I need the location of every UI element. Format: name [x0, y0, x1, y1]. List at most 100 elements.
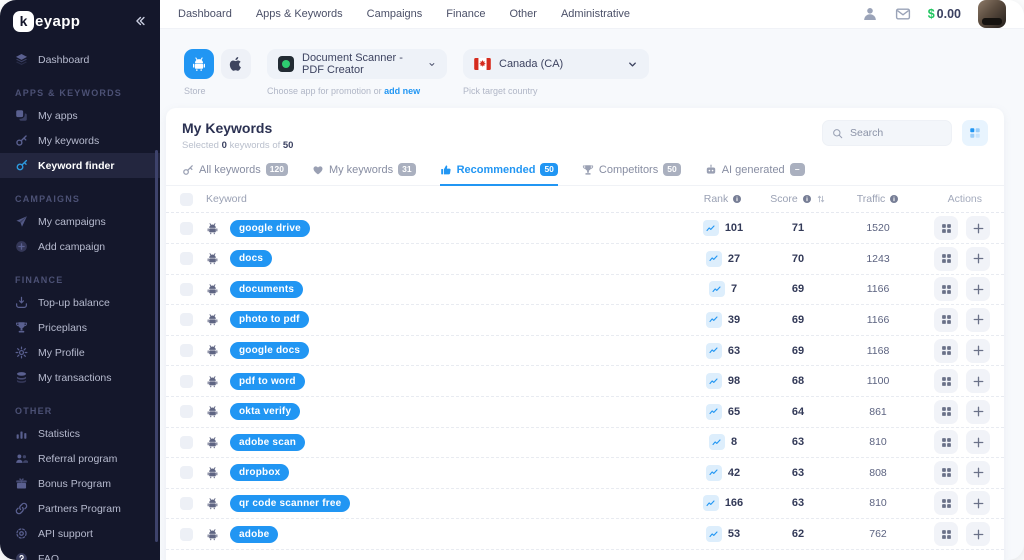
sidebar-item[interactable]: Partners Program — [0, 496, 160, 521]
top-nav-link[interactable]: Apps & Keywords — [255, 8, 343, 20]
keyword-filter-tab[interactable]: All keywords 120 — [182, 163, 288, 186]
row-grid-button[interactable] — [934, 216, 958, 241]
row-add-button[interactable] — [966, 216, 990, 241]
row-checkbox[interactable] — [180, 527, 193, 541]
traffic-column-header[interactable]: Traffic — [830, 193, 926, 205]
rank-history-chart-icon[interactable] — [705, 403, 722, 420]
top-nav-link[interactable]: Dashboard — [178, 8, 232, 20]
sidebar-item[interactable]: My keywords — [0, 128, 160, 153]
rank-history-chart-icon[interactable] — [705, 373, 722, 390]
sidebar-item[interactable]: CAMPAIGNS — [0, 193, 160, 204]
row-grid-button[interactable] — [934, 246, 958, 271]
keyword-pill[interactable]: photo to pdf — [230, 311, 309, 329]
rank-history-chart-icon[interactable] — [705, 464, 722, 481]
search-input[interactable] — [850, 127, 942, 139]
score-column-header[interactable]: Score — [766, 193, 830, 205]
row-grid-button[interactable] — [934, 430, 958, 455]
keyword-pill[interactable]: adobe scan — [230, 433, 306, 451]
rank-history-chart-icon[interactable] — [705, 342, 722, 359]
rank-history-chart-icon[interactable] — [705, 250, 722, 267]
row-add-button[interactable] — [966, 307, 990, 332]
rank-history-chart-icon[interactable] — [702, 495, 719, 512]
sidebar-item[interactable]: API support — [0, 521, 160, 546]
keyword-filter-tab[interactable]: Competitors 50 — [582, 163, 681, 186]
top-nav-link[interactable]: Finance — [446, 8, 486, 20]
row-grid-button[interactable] — [934, 277, 958, 302]
keyword-pill[interactable]: pdf to word — [230, 372, 305, 390]
keyword-pill[interactable]: documents — [230, 280, 304, 298]
row-checkbox[interactable] — [180, 405, 193, 419]
info-icon[interactable] — [732, 194, 742, 204]
rank-history-chart-icon[interactable] — [705, 311, 722, 328]
row-add-button[interactable] — [966, 522, 990, 547]
row-add-button[interactable] — [966, 399, 990, 424]
sidebar-item[interactable]: My transactions — [0, 365, 160, 390]
top-nav-link[interactable]: Other — [509, 8, 537, 20]
android-store-button[interactable] — [184, 49, 214, 79]
keyword-pill[interactable]: adobe — [230, 525, 279, 543]
row-checkbox[interactable] — [180, 435, 193, 449]
sidebar-item[interactable]: APPS & KEYWORDS — [0, 87, 160, 98]
top-nav-link[interactable]: Campaigns — [366, 8, 423, 20]
keyword-pill[interactable]: okta verify — [230, 403, 301, 421]
sidebar-item[interactable]: FINANCE — [0, 274, 160, 285]
keyword-filter-tab[interactable]: Recommended 50 — [439, 163, 558, 187]
country-select-dropdown[interactable]: Canada (CA) — [463, 49, 649, 79]
keyword-pill[interactable]: qr code scanner free — [230, 494, 351, 512]
row-checkbox[interactable] — [180, 282, 193, 296]
keyapp-logo[interactable]: k eyapp — [13, 10, 80, 32]
row-add-button[interactable] — [966, 491, 990, 516]
sidebar-item[interactable]: Keyword finder — [0, 153, 160, 178]
row-grid-button[interactable] — [934, 491, 958, 516]
apple-store-button[interactable] — [221, 49, 251, 79]
keyword-pill[interactable]: google docs — [230, 342, 310, 360]
row-grid-button[interactable] — [934, 369, 958, 394]
row-checkbox[interactable] — [180, 496, 193, 510]
row-checkbox[interactable] — [180, 466, 193, 480]
row-add-button[interactable] — [966, 246, 990, 271]
keyword-filter-tab[interactable]: AI generated – — [705, 163, 805, 186]
keyword-filter-tab[interactable]: My keywords 31 — [312, 163, 416, 186]
rank-history-chart-icon[interactable] — [708, 434, 725, 451]
rank-history-chart-icon[interactable] — [705, 526, 722, 543]
user-avatar[interactable] — [978, 0, 1006, 28]
row-add-button[interactable] — [966, 460, 990, 485]
sidebar-item[interactable]: FAQ — [0, 546, 160, 560]
row-add-button[interactable] — [966, 430, 990, 455]
collapse-sidebar-icon[interactable] — [133, 14, 147, 28]
sidebar-item[interactable]: Add campaign — [0, 234, 160, 259]
row-add-button[interactable] — [966, 338, 990, 363]
row-grid-button[interactable] — [934, 399, 958, 424]
view-layout-button[interactable] — [962, 120, 988, 146]
sidebar-scrollbar[interactable] — [155, 150, 158, 542]
sort-icon[interactable] — [816, 194, 826, 204]
info-icon[interactable] — [889, 194, 899, 204]
sidebar-item[interactable]: OTHER — [0, 405, 160, 416]
user-icon[interactable] — [862, 6, 878, 22]
select-all-checkbox[interactable] — [180, 192, 193, 206]
rank-column-header[interactable]: Rank — [680, 193, 766, 205]
top-nav-link[interactable]: Administrative — [560, 8, 631, 20]
row-checkbox[interactable] — [180, 374, 193, 388]
row-checkbox[interactable] — [180, 344, 193, 358]
rank-history-chart-icon[interactable] — [702, 220, 719, 237]
keyword-pill[interactable]: docs — [230, 250, 273, 268]
row-checkbox[interactable] — [180, 221, 193, 235]
row-grid-button[interactable] — [934, 338, 958, 363]
sidebar-item[interactable]: Dashboard — [0, 47, 160, 72]
sidebar-item[interactable]: Priceplans — [0, 315, 160, 340]
row-grid-button[interactable] — [934, 522, 958, 547]
rank-history-chart-icon[interactable] — [708, 281, 725, 298]
row-add-button[interactable] — [966, 369, 990, 394]
row-grid-button[interactable] — [934, 460, 958, 485]
add-new-app-link[interactable]: add new — [384, 86, 421, 96]
sidebar-item[interactable]: Bonus Program — [0, 471, 160, 496]
row-grid-button[interactable] — [934, 307, 958, 332]
info-icon[interactable] — [802, 194, 812, 204]
keyword-pill[interactable]: dropbox — [230, 464, 290, 482]
keyword-pill[interactable]: google drive — [230, 219, 310, 237]
sidebar-item[interactable]: My apps — [0, 103, 160, 128]
mail-icon[interactable] — [895, 6, 911, 22]
sidebar-item[interactable]: My Profile — [0, 340, 160, 365]
sidebar-item[interactable]: Statistics — [0, 421, 160, 446]
